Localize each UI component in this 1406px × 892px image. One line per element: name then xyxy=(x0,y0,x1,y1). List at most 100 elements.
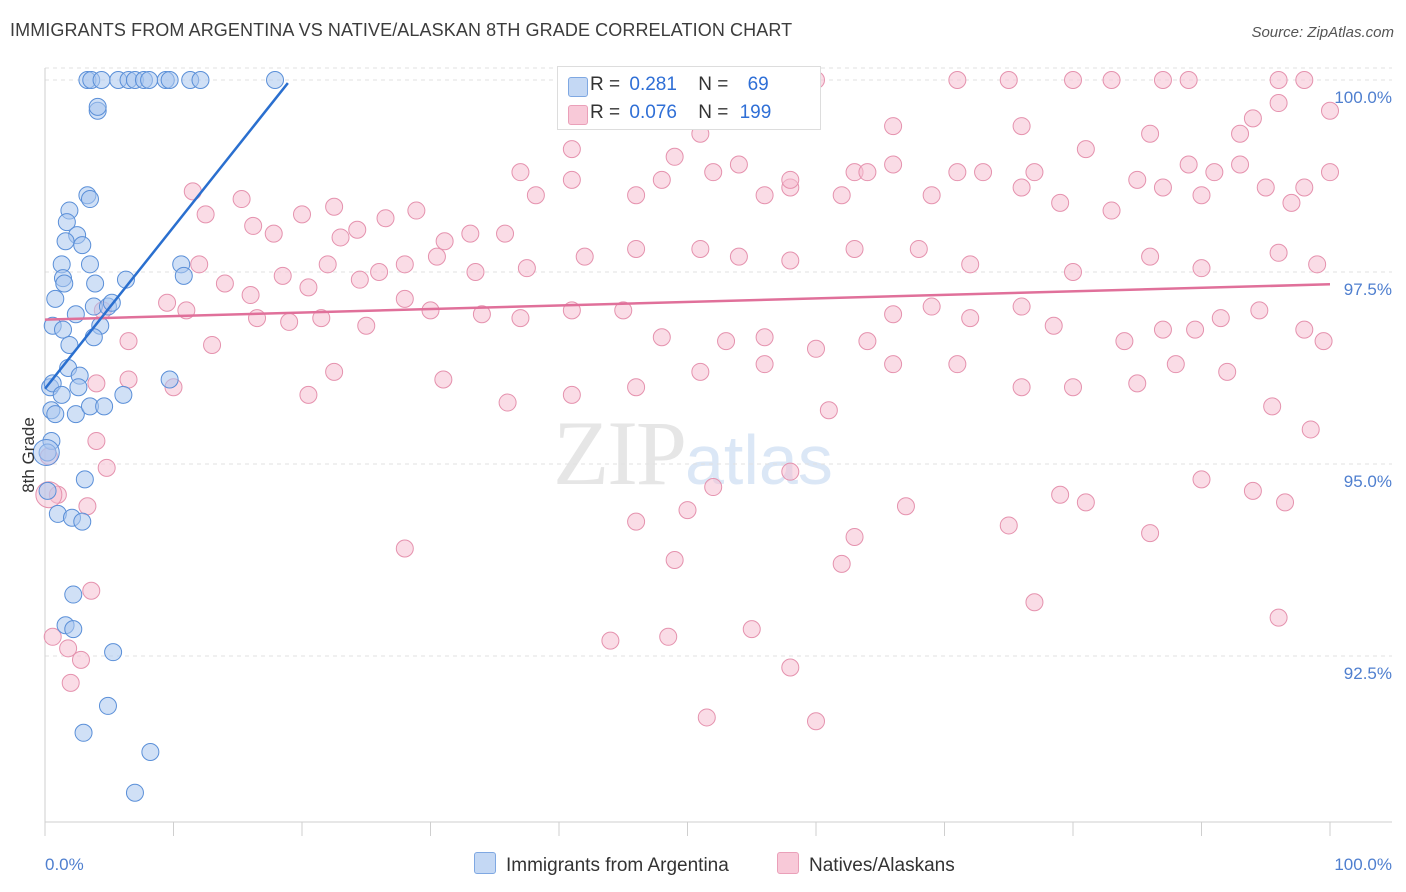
argentina-point xyxy=(56,232,75,251)
x-tick-label-right: 100.0% xyxy=(1334,855,1392,874)
natives-point xyxy=(61,673,80,692)
legend-r-label: R = xyxy=(590,74,621,95)
natives-point xyxy=(884,305,903,324)
argentina-point xyxy=(69,378,88,397)
natives-point xyxy=(755,328,774,347)
natives-point xyxy=(1153,178,1172,197)
source-label: Source: ZipAtlas.com xyxy=(1251,24,1394,41)
argentina-point xyxy=(75,470,94,489)
natives-point xyxy=(434,370,453,389)
natives-point xyxy=(1295,71,1314,89)
natives-point xyxy=(1025,593,1044,612)
natives-point xyxy=(1128,374,1147,393)
natives-point xyxy=(1269,608,1288,627)
bottom-legend-label: Immigrants from Argentina xyxy=(506,855,729,876)
natives-point xyxy=(82,581,101,600)
natives-point xyxy=(1231,124,1250,143)
y-tick-label: 92.5% xyxy=(1344,664,1392,683)
natives-point xyxy=(781,170,800,189)
natives-point xyxy=(293,205,311,224)
argentina-point xyxy=(141,743,160,761)
argentina-point xyxy=(46,289,65,308)
natives-point xyxy=(562,385,581,404)
natives-point xyxy=(183,182,202,201)
legend-n-label: N = xyxy=(698,74,729,95)
bottom-legend-swatch-pink xyxy=(777,852,799,874)
natives-point xyxy=(1141,124,1160,143)
natives-point xyxy=(472,305,491,324)
natives-point xyxy=(1076,493,1095,512)
natives-point xyxy=(87,431,106,450)
argentina-point xyxy=(60,335,79,354)
y-tick-labels: 92.5% 95.0% 97.5% 100.0% xyxy=(1334,88,1392,683)
legend-row-argentina: R = 0.281 N = 69 xyxy=(568,74,769,98)
natives-point xyxy=(691,362,710,381)
natives-point xyxy=(1102,201,1121,220)
natives-point xyxy=(819,401,838,420)
natives-point xyxy=(241,286,260,305)
series-argentina-points xyxy=(32,71,285,802)
natives-point xyxy=(1269,94,1288,113)
bottom-legend-natives: Natives/Alaskans xyxy=(777,852,955,876)
natives-point xyxy=(1295,320,1314,339)
natives-point xyxy=(948,71,967,89)
natives-point xyxy=(948,163,967,182)
natives-point xyxy=(717,332,736,351)
legend-n-value: 69 xyxy=(747,74,769,95)
natives-point xyxy=(1064,263,1082,281)
natives-point xyxy=(961,309,980,328)
natives-point xyxy=(1128,170,1147,189)
y-tick-label: 97.5% xyxy=(1344,280,1392,299)
natives-point xyxy=(299,278,318,297)
natives-point xyxy=(466,263,485,281)
natives-point xyxy=(119,332,138,351)
natives-point xyxy=(1044,316,1063,335)
natives-point xyxy=(244,216,263,235)
natives-point xyxy=(1301,420,1320,439)
natives-point xyxy=(999,516,1018,535)
natives-point xyxy=(1179,71,1198,89)
natives-point xyxy=(318,255,337,274)
argentina-point xyxy=(46,405,65,424)
bottom-legend-label: Natives/Alaskans xyxy=(809,855,955,876)
natives-point xyxy=(280,312,299,331)
natives-point xyxy=(1051,193,1070,212)
natives-point xyxy=(665,147,684,166)
trend-lines xyxy=(44,82,1331,390)
natives-point xyxy=(1192,186,1211,205)
natives-point xyxy=(627,512,646,531)
natives-point xyxy=(1256,178,1275,197)
natives-point xyxy=(1102,71,1121,89)
natives-point xyxy=(691,239,710,258)
natives-point xyxy=(376,209,395,228)
natives-point xyxy=(496,224,515,243)
natives-point xyxy=(59,639,78,658)
natives-point xyxy=(1064,71,1082,89)
argentina-point xyxy=(191,71,210,89)
natives-point xyxy=(909,239,928,258)
natives-point xyxy=(1012,178,1031,197)
argentina-point xyxy=(104,643,123,662)
natives-point xyxy=(575,247,594,266)
natives-point xyxy=(1295,178,1314,197)
natives-point xyxy=(781,251,800,270)
natives-point xyxy=(119,370,138,389)
natives-point xyxy=(370,263,389,281)
natives-point xyxy=(807,712,825,731)
natives-point xyxy=(461,224,480,243)
natives-point xyxy=(232,190,251,209)
natives-point xyxy=(1231,155,1250,174)
legend-swatch-pink xyxy=(568,105,588,125)
argentina-point xyxy=(32,438,60,466)
natives-point xyxy=(331,228,350,247)
natives-point xyxy=(832,554,851,573)
argentina-point xyxy=(55,274,74,293)
y-tick-label: 100.0% xyxy=(1334,88,1392,107)
natives-point xyxy=(781,462,800,481)
natives-point xyxy=(357,316,376,335)
natives-point xyxy=(974,163,993,182)
natives-point xyxy=(922,297,941,316)
natives-point xyxy=(1218,362,1237,381)
natives-point xyxy=(1141,524,1160,543)
stats-legend: R = 0.281 N = 69 R = 0.076 N = 199 xyxy=(557,66,821,130)
